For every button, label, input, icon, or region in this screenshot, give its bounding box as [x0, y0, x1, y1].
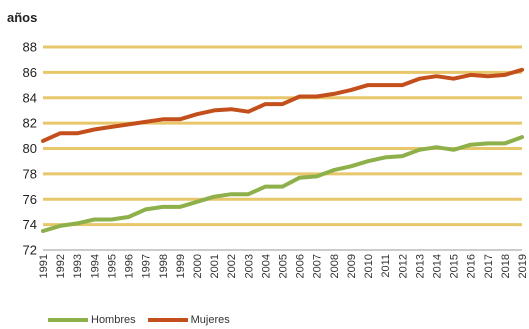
x-tick-label-1995: 1995	[106, 254, 118, 278]
x-tick-label-1998: 1998	[158, 254, 170, 278]
series-line-hombres	[41, 135, 524, 233]
x-tick-label-1993: 1993	[72, 254, 84, 278]
legend: Hombres Mujeres	[48, 314, 242, 326]
x-tick-label-2008: 2008	[329, 254, 341, 278]
x-tick-label-2019: 2019	[517, 254, 529, 278]
x-tick-label-2000: 2000	[192, 254, 204, 278]
y-tick-label-72: 72	[23, 243, 37, 258]
legend-swatch-hombres	[48, 318, 88, 322]
y-tick-label-80: 80	[23, 141, 37, 156]
legend-item-mujeres: Mujeres	[147, 314, 230, 326]
y-axis-unit-label: años	[7, 10, 38, 25]
y-tick-label-76: 76	[23, 192, 37, 207]
x-tick-label-2006: 2006	[295, 254, 307, 278]
x-tick-label-2003: 2003	[243, 254, 255, 278]
x-tick-label-1999: 1999	[175, 254, 187, 278]
legend-item-hombres: Hombres	[48, 314, 136, 326]
x-axis-ticks: 1991 1992 1993 1994 1995 1996 1997 1998 1999 2000…	[38, 254, 529, 278]
x-tick-label-2005: 2005	[278, 254, 290, 278]
y-axis-ticks: 72 74 76 78 80 82 84 86 88	[23, 40, 37, 258]
y-tick-label-84: 84	[23, 90, 37, 105]
x-tick-label-2010: 2010	[363, 254, 375, 278]
legend-label-mujeres: Mujeres	[190, 314, 230, 326]
y-tick-label-88: 88	[23, 40, 37, 55]
x-tick-label-2004: 2004	[260, 254, 272, 278]
x-tick-label-2015: 2015	[449, 254, 461, 278]
y-tick-label-74: 74	[23, 217, 37, 232]
x-tick-label-2016: 2016	[466, 254, 478, 278]
legend-label-hombres: Hombres	[91, 314, 136, 326]
x-tick-label-2007: 2007	[312, 254, 324, 278]
x-tick-label-2018: 2018	[500, 254, 512, 278]
x-tick-label-2014: 2014	[431, 254, 443, 278]
x-tick-label-2001: 2001	[209, 254, 221, 278]
x-tick-label-1996: 1996	[124, 254, 136, 278]
y-tick-label-78: 78	[23, 166, 37, 181]
data-series	[41, 67, 524, 233]
x-tick-label-2009: 2009	[346, 254, 358, 278]
y-tick-label-86: 86	[23, 65, 37, 80]
x-tick-label-1991: 1991	[38, 254, 50, 278]
x-tick-label-1997: 1997	[141, 254, 153, 278]
legend-swatch-mujeres	[147, 318, 188, 322]
x-tick-label-1994: 1994	[89, 254, 101, 278]
x-tick-label-2017: 2017	[483, 254, 495, 278]
x-tick-label-1992: 1992	[55, 254, 67, 278]
x-tick-label-2002: 2002	[226, 254, 238, 278]
x-tick-label-2012: 2012	[397, 254, 409, 278]
y-tick-label-82: 82	[23, 116, 37, 131]
series-line-mujeres	[41, 67, 524, 143]
x-tick-label-2011: 2011	[380, 254, 392, 278]
x-tick-label-2013: 2013	[414, 254, 426, 278]
